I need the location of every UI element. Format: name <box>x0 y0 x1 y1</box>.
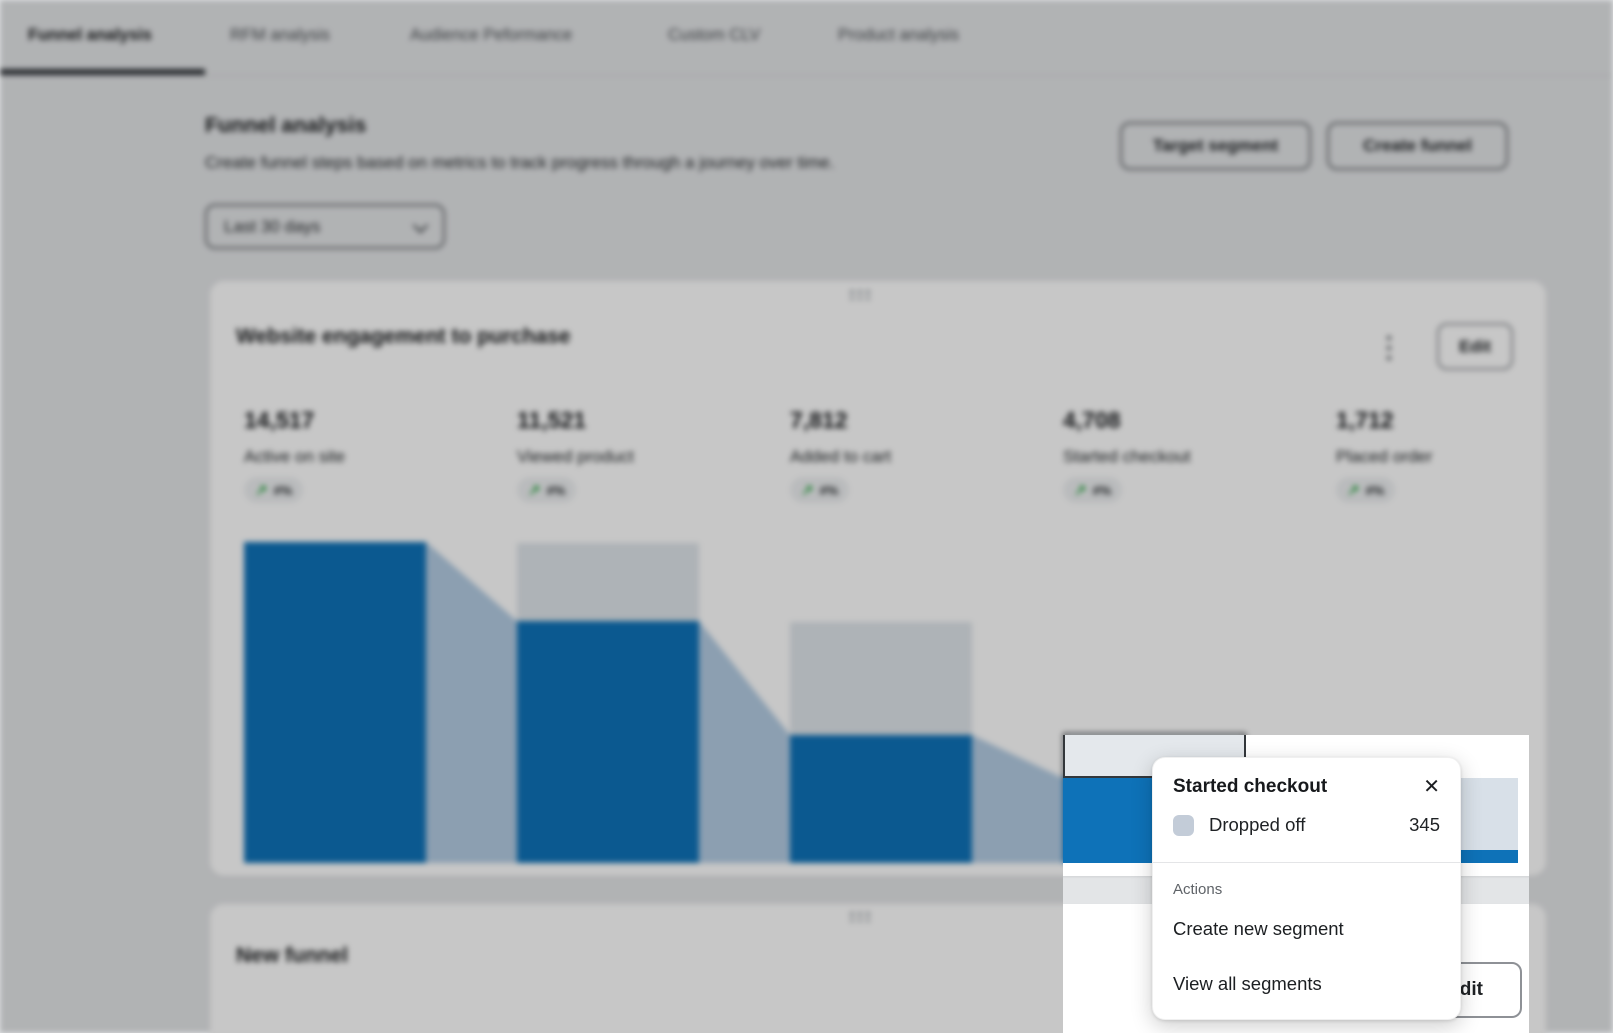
funnel-bar-added-to-cart-dropped[interactable] <box>790 622 972 735</box>
change-badge: ↗ #% <box>790 477 850 503</box>
dropped-off-value: 345 <box>1409 814 1440 835</box>
funnel-step-stat: 1,712 Placed order ↗ #% <box>1336 407 1598 503</box>
new-funnel-card-title: New funnel <box>236 944 349 967</box>
step-popover: Started checkout ✕ Dropped off 345 Actio… <box>1152 757 1461 1020</box>
funnel-bar-added-to-cart[interactable] <box>790 735 972 863</box>
page-title: Funnel analysis <box>205 113 367 137</box>
funnel-step-stat: 4,708 Started checkout ↗ #% <box>1063 407 1325 503</box>
change-badge: ↗ #% <box>517 477 577 503</box>
step-value: 14,517 <box>244 407 315 433</box>
change-badge: ↗ #% <box>1063 477 1123 503</box>
active-tab-underline <box>0 69 205 75</box>
page-description: Create funnel steps based on metrics to … <box>205 153 835 172</box>
step-label: Added to cart <box>790 447 892 466</box>
funnel-connector-1 <box>426 542 517 863</box>
date-range-select[interactable]: Last 30 days <box>205 204 445 249</box>
tab-bar: Funnel analysis RFM analysis Audience Pe… <box>0 0 1613 76</box>
view-all-segments-item[interactable]: View all segments <box>1173 973 1322 994</box>
funnel-step-stat: 14,517 Active on site ↗ #% <box>244 407 506 503</box>
funnel-bar-viewed-product[interactable] <box>517 621 699 863</box>
funnel-bar-viewed-product-dropped[interactable] <box>517 543 699 621</box>
close-icon[interactable]: ✕ <box>1423 776 1440 798</box>
step-value: 11,521 <box>517 407 587 433</box>
funnel-bar-active-on-site[interactable] <box>244 542 426 863</box>
actions-section-label: Actions <box>1173 881 1223 898</box>
popover-header: Started checkout ✕ <box>1173 776 1440 798</box>
trend-up-icon: ↗ <box>1074 481 1087 499</box>
dropped-off-swatch <box>1173 814 1194 836</box>
drag-handle-icon[interactable] <box>850 290 870 300</box>
change-value: #% <box>546 482 566 498</box>
kebab-menu-icon[interactable] <box>1378 331 1400 365</box>
step-value: 4,708 <box>1063 407 1121 433</box>
change-badge: ↗ #% <box>1336 477 1396 503</box>
step-label: Viewed product <box>517 447 634 466</box>
chevron-down-icon <box>412 217 429 234</box>
create-new-segment-item[interactable]: Create new segment <box>1173 918 1344 939</box>
tab-custom-clv[interactable]: Custom CLV <box>668 26 761 44</box>
dropped-off-label: Dropped off <box>1209 814 1306 835</box>
trend-up-icon: ↗ <box>1347 481 1360 499</box>
tab-audience-performance[interactable]: Audience Peformance <box>410 26 573 44</box>
step-label: Active on site <box>244 447 346 466</box>
change-value: #% <box>1365 482 1385 498</box>
popover-divider <box>1153 862 1460 863</box>
dropped-off-row: Dropped off 345 <box>1173 814 1440 836</box>
trend-up-icon: ↗ <box>528 481 541 499</box>
step-label: Started checkout <box>1063 447 1191 466</box>
change-value: #% <box>1092 482 1112 498</box>
step-label: Placed order <box>1336 447 1433 466</box>
change-value: #% <box>273 482 293 498</box>
popover-title: Started checkout <box>1173 776 1328 797</box>
funnel-step-stat: 7,812 Added to cart ↗ #% <box>790 407 1052 503</box>
trend-up-icon: ↗ <box>801 481 814 499</box>
change-value: #% <box>819 482 839 498</box>
tab-funnel-analysis[interactable]: Funnel analysis <box>28 26 152 44</box>
tab-rfm-analysis[interactable]: RFM analysis <box>230 26 330 44</box>
step-value: 1,712 <box>1336 407 1394 433</box>
create-funnel-button[interactable]: Create funnel <box>1327 122 1508 170</box>
funnel-connector-2 <box>699 621 790 863</box>
date-range-value: Last 30 days <box>224 216 321 236</box>
funnel-step-stat: 11,521 Viewed product ↗ #% <box>517 407 779 503</box>
change-badge: ↗ #% <box>244 477 304 503</box>
target-segment-button[interactable]: Target segment <box>1120 122 1311 170</box>
funnel-edit-button[interactable]: Edit <box>1437 323 1513 370</box>
trend-up-icon: ↗ <box>255 481 268 499</box>
funnel-card-title: Website engagement to purchase <box>236 325 571 348</box>
funnel-connector-3 <box>972 735 1063 863</box>
step-value: 7,812 <box>790 407 848 433</box>
drag-handle-icon[interactable] <box>850 912 870 922</box>
tab-product-analysis[interactable]: Product analysis <box>838 26 960 44</box>
